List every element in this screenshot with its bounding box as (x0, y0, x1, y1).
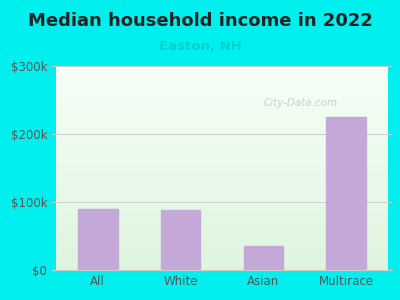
Bar (161, 210, 200, 270)
Bar (326, 117, 366, 270)
Text: City-Data.com: City-Data.com (263, 98, 337, 108)
Text: Median household income in 2022: Median household income in 2022 (28, 12, 372, 30)
Bar (78, 209, 118, 270)
Text: Easton, NH: Easton, NH (158, 40, 242, 53)
Bar (244, 246, 283, 270)
